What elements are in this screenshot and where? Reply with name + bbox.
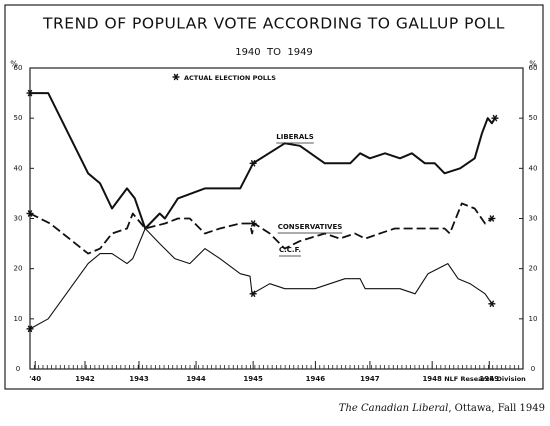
x-tick-label: 1947 — [360, 375, 380, 383]
y-axis-label: % — [10, 60, 18, 69]
series-label: C.C.F. — [279, 246, 301, 254]
y2-tick-label: 10 — [529, 315, 538, 323]
poll-marker-stroke — [27, 89, 33, 97]
poll-marker — [26, 89, 34, 97]
poll-marker — [491, 114, 499, 122]
poll-marker — [249, 159, 257, 167]
poll-marker-stroke — [173, 73, 179, 81]
chart-subtitle: 1940 TO 1949 — [235, 47, 313, 58]
poll-marker-stroke — [250, 159, 256, 167]
series-line — [29, 227, 493, 330]
poll-marker — [26, 325, 34, 333]
y2-tick-label: 20 — [529, 265, 538, 273]
poll-marker-stroke — [27, 210, 33, 217]
y-tick-label: 50 — [14, 114, 23, 122]
poll-marker — [488, 215, 496, 222]
y2-tick-label: 50 — [529, 114, 538, 122]
outer-frame — [4, 4, 544, 390]
y2-tick-label: 30 — [529, 215, 538, 223]
poll-marker — [488, 300, 496, 308]
series-label: LIBERALS — [276, 133, 314, 141]
y-tick-label: 30 — [14, 215, 23, 223]
poll-marker-stroke — [250, 220, 256, 227]
poll-marker-stroke — [492, 114, 498, 122]
y-tick-label: 40 — [14, 164, 23, 172]
plot-frame — [29, 67, 524, 370]
poll-marker — [26, 210, 34, 217]
series-line — [30, 92, 496, 230]
y2-tick-label: 60 — [529, 64, 538, 72]
poll-marker-stroke — [27, 325, 33, 333]
x-tick-label: '40 — [29, 375, 41, 383]
x-tick-label: 1944 — [186, 375, 206, 383]
x-tick-label: 1943 — [129, 375, 149, 383]
chart-title: TREND OF POPULAR VOTE ACCORDING TO GALLU… — [42, 15, 505, 33]
y-tick-label: 60 — [14, 64, 23, 72]
caption-source: The Canadian Liberal — [339, 403, 449, 414]
series-label: CONSERVATIVES — [278, 223, 343, 231]
annotation: NLF Research Division — [444, 375, 526, 383]
y2-tick-label: 0 — [531, 365, 535, 373]
y-tick-label: 0 — [16, 365, 20, 373]
caption: The Canadian Liberal, Ottawa, Fall 1949 — [339, 403, 545, 414]
legend-label: ACTUAL ELECTION POLLS — [184, 74, 276, 82]
poll-marker — [172, 73, 180, 81]
poll-marker-stroke — [489, 300, 495, 308]
series-line — [29, 202, 493, 255]
poll-marker-stroke — [489, 215, 495, 222]
x-tick-label: 1942 — [75, 375, 95, 383]
caption-rest: , Ottawa, Fall 1949 — [448, 403, 545, 414]
x-tick-label: 1948 — [422, 375, 442, 383]
y2-tick-label: 40 — [529, 164, 538, 172]
x-tick-label: 1946 — [306, 375, 326, 383]
y-tick-label: 20 — [14, 265, 23, 273]
y-tick-label: 10 — [14, 315, 23, 323]
y2-axis-label: % — [529, 60, 537, 69]
poll-marker — [249, 220, 257, 227]
x-tick-label: 1945 — [243, 375, 263, 383]
poll-marker — [249, 290, 257, 298]
poll-marker-stroke — [250, 290, 256, 298]
x-tick-label: 1949 — [480, 375, 500, 383]
